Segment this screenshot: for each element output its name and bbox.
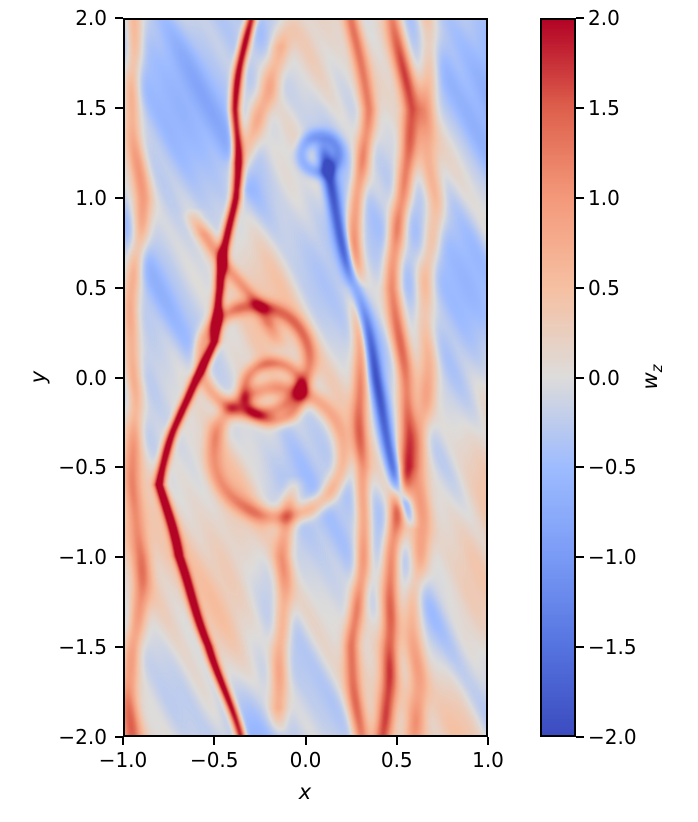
x-tick-label: 0.5 bbox=[380, 748, 413, 772]
y-tick-label: 1.0 bbox=[75, 185, 107, 210]
x-axis-label: x bbox=[298, 780, 312, 804]
colorbar-tick-mark bbox=[576, 376, 584, 379]
colorbar-tick-mark bbox=[576, 736, 584, 738]
colorbar-tick-mark bbox=[576, 646, 584, 649]
colorbar-tick-mark bbox=[576, 17, 584, 19]
colorbar-tick-mark bbox=[576, 286, 584, 289]
y-tick-label: −1.5 bbox=[58, 635, 107, 660]
y-tick-label: −2.0 bbox=[58, 725, 107, 749]
colorbar bbox=[540, 18, 576, 737]
y-tick-mark bbox=[115, 106, 123, 109]
y-tick-mark bbox=[115, 556, 123, 559]
x-tick-mark bbox=[304, 737, 307, 745]
x-tick-label: 0.0 bbox=[289, 748, 322, 772]
colorbar-tick-mark bbox=[576, 106, 584, 109]
colorbar-tick-mark bbox=[576, 556, 584, 559]
x-tick-mark bbox=[487, 737, 489, 745]
colorbar-tick-label: 1.0 bbox=[588, 185, 620, 210]
x-tick-mark bbox=[395, 737, 398, 745]
vorticity-heatmap-canvas bbox=[125, 20, 486, 735]
colorbar-tick-label: 1.5 bbox=[588, 95, 620, 120]
y-tick-mark bbox=[115, 646, 123, 649]
colorbar-tick-label: −1.0 bbox=[588, 545, 637, 570]
y-tick-label: −0.5 bbox=[58, 455, 107, 480]
colorbar-tick-label: 0.5 bbox=[588, 275, 620, 300]
y-tick-mark bbox=[115, 376, 123, 379]
x-tick-mark bbox=[213, 737, 216, 745]
colorbar-tick-mark bbox=[576, 196, 584, 199]
colorbar-tick-label: 2.0 bbox=[588, 6, 620, 30]
colorbar-tick-label: −0.5 bbox=[588, 455, 637, 480]
y-tick-label: 1.5 bbox=[75, 95, 107, 120]
colorbar-tick-label: −2.0 bbox=[588, 725, 637, 749]
colorbar-tick-label: −1.5 bbox=[588, 635, 637, 660]
x-tick-label: 1.0 bbox=[472, 748, 504, 772]
y-tick-mark bbox=[115, 736, 123, 738]
x-tick-mark bbox=[122, 737, 124, 745]
y-tick-mark bbox=[115, 17, 123, 19]
colorbar-tick-mark bbox=[576, 466, 584, 469]
y-tick-label: 0.5 bbox=[75, 275, 107, 300]
y-tick-label: 2.0 bbox=[75, 6, 107, 30]
colorbar-gradient bbox=[542, 20, 574, 735]
colorbar-tick-label: 0.0 bbox=[588, 365, 620, 390]
y-tick-mark bbox=[115, 466, 123, 469]
heatmap-axes bbox=[123, 18, 488, 737]
x-tick-label: −0.5 bbox=[189, 748, 239, 772]
y-tick-label: −1.0 bbox=[58, 545, 107, 570]
y-tick-label: 0.0 bbox=[75, 365, 107, 390]
y-tick-mark bbox=[115, 196, 123, 199]
x-tick-label: −1.0 bbox=[98, 748, 148, 772]
y-tick-mark bbox=[115, 286, 123, 289]
